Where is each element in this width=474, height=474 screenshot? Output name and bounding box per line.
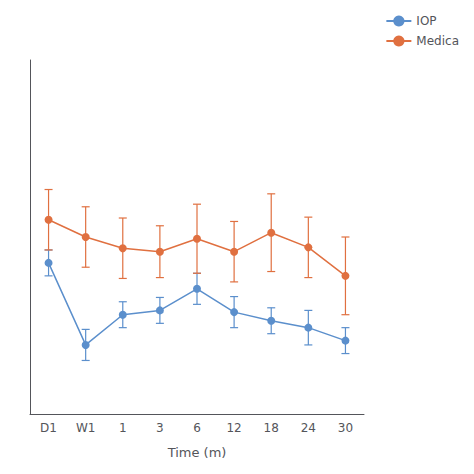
svg-text:12: 12 xyxy=(226,421,241,435)
svg-text:3: 3 xyxy=(156,421,164,435)
svg-text:D1: D1 xyxy=(40,421,57,435)
svg-text:30: 30 xyxy=(338,421,353,435)
svg-text:6: 6 xyxy=(193,421,201,435)
svg-text:1: 1 xyxy=(119,421,127,435)
svg-text:24: 24 xyxy=(301,421,316,435)
svg-text:18: 18 xyxy=(264,421,279,435)
svg-text:W1: W1 xyxy=(76,421,96,435)
svg-text:Time (m): Time (m) xyxy=(167,445,227,460)
svg-text:IOP: IOP xyxy=(416,14,436,28)
svg-text:Medica: Medica xyxy=(416,34,459,48)
